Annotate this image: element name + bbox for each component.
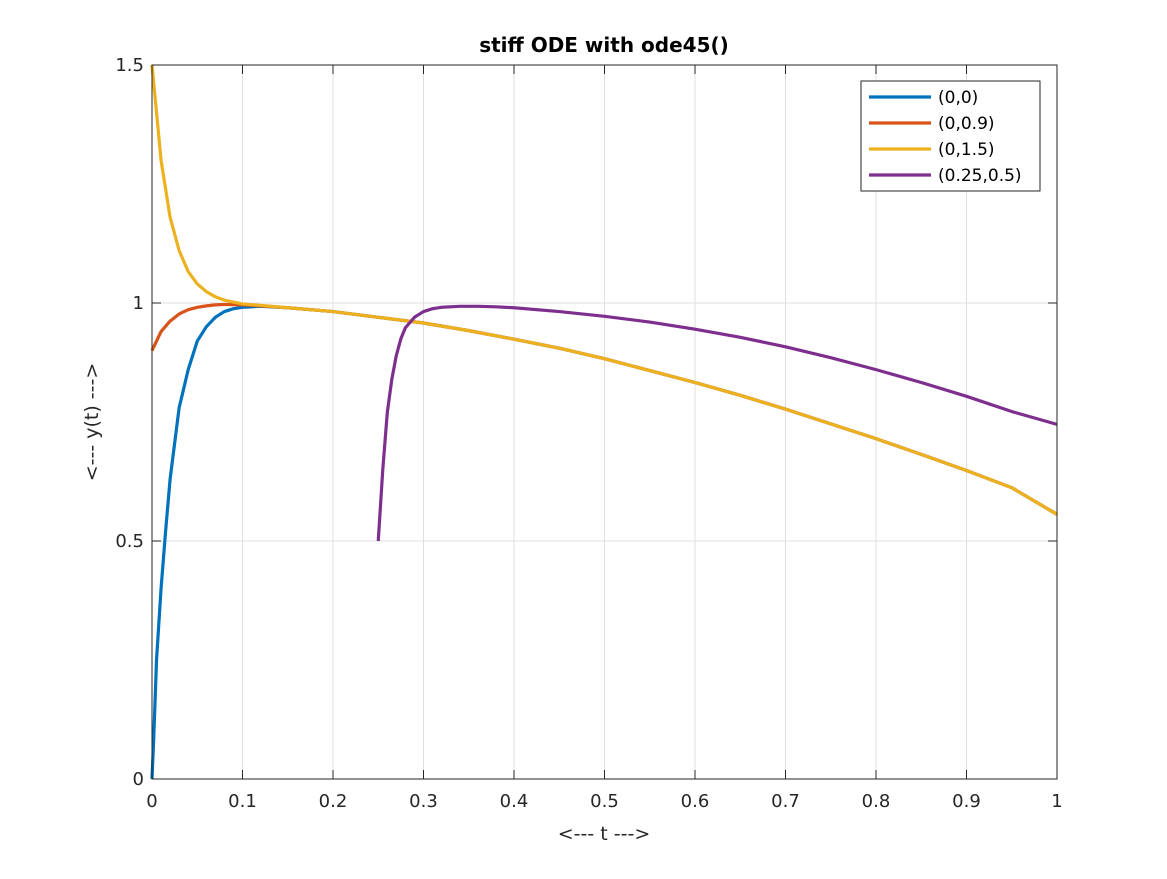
x-tick-label: 0.6: [681, 791, 710, 812]
legend-label-1: (0,0): [938, 88, 978, 108]
legend-label-4: (0.25,0.5): [938, 166, 1022, 186]
y-tick-label: 0: [133, 769, 144, 790]
x-tick-label: 0.7: [771, 791, 800, 812]
x-tick-label: 1: [1051, 791, 1062, 812]
x-tick-label: 0.8: [862, 791, 891, 812]
chart-title: stiff ODE with ode45(): [479, 33, 729, 57]
ticks: 0 0.1 0.2 0.3 0.4 0.5 0.6 0.7 0.8 0.9 1 0 0.5 1 1.5: [115, 55, 1062, 812]
series-layer: [150, 64, 1058, 780]
legend-box: [860, 80, 1041, 192]
legend-items: (0,0) (0,0.9) (0,1.5) (0.25,0.5): [869, 88, 1022, 186]
legend-label-3: (0,1.5): [938, 140, 995, 160]
x-tick-label: 0: [146, 791, 157, 812]
y-axis-label: <--- y(t) --->: [81, 363, 103, 482]
x-tick-label: 0.5: [590, 791, 619, 812]
legend-label-2: (0,0.9): [938, 114, 995, 134]
x-axis-label: <--- t --->: [558, 823, 651, 845]
series-line-3: [150, 64, 1058, 516]
y-tick-label: 1: [133, 293, 144, 314]
x-tick-label: 0.2: [319, 791, 348, 812]
x-tick-label: 0.1: [228, 791, 257, 812]
x-tick-label: 0.3: [409, 791, 438, 812]
y-tick-label: 1.5: [115, 55, 144, 76]
series-line-4: [376, 304, 1058, 542]
y-tick-label: 0.5: [115, 531, 144, 552]
x-tick-label: 0.4: [500, 791, 529, 812]
x-tick-label: 0.9: [952, 791, 981, 812]
legend: (0,0) (0,0.9) (0,1.5) (0.25,0.5): [860, 80, 1041, 192]
